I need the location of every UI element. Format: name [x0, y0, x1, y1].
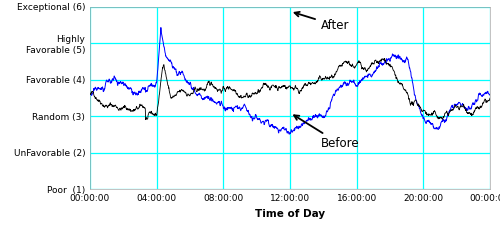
Text: Before: Before [294, 115, 359, 150]
X-axis label: Time of Day: Time of Day [255, 209, 325, 219]
Text: After: After [294, 12, 349, 32]
